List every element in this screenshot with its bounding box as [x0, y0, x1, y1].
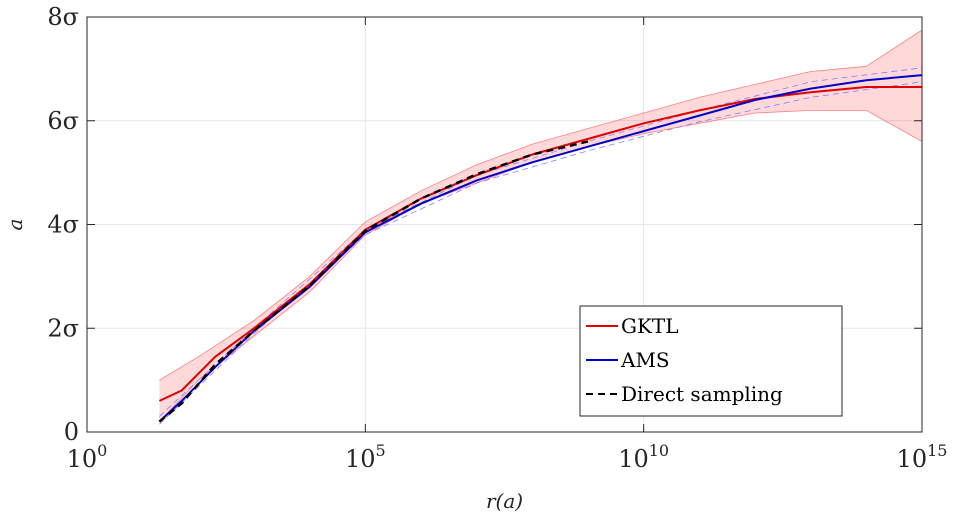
ams-band-upper	[159, 67, 923, 417]
legend-label-ams: AMS	[620, 348, 670, 372]
gktl-band-upper	[159, 29, 923, 381]
x-tick-label: 100	[67, 441, 108, 473]
series-lines	[158, 74, 923, 423]
ams-line	[158, 74, 923, 423]
y-tick-label: 8σ	[47, 3, 79, 31]
x-tick-label: 1015	[897, 441, 948, 473]
x-axis-label: r(a)	[486, 489, 523, 513]
axis-ticks: 100 105 1010 1015 0 2σ 4σ 6σ 8σ	[47, 3, 947, 473]
legend-label-direct-sampling: Direct sampling	[621, 382, 783, 406]
grid	[87, 17, 922, 432]
gktl-band	[159, 30, 922, 422]
legend-label-gktl: GKTL	[621, 314, 679, 338]
direct-sampling-line	[158, 140, 589, 423]
y-tick-label: 4σ	[47, 211, 79, 239]
y-axis-label: a	[3, 219, 27, 231]
y-tick-label: 0	[64, 418, 79, 446]
x-tick-label: 1010	[618, 441, 669, 473]
legend: GKTL AMS Direct sampling	[579, 305, 843, 417]
y-tick-label: 2σ	[47, 314, 79, 342]
legend-box	[579, 305, 843, 417]
y-tick-label: 6σ	[47, 107, 79, 135]
x-tick-label: 105	[345, 441, 386, 473]
